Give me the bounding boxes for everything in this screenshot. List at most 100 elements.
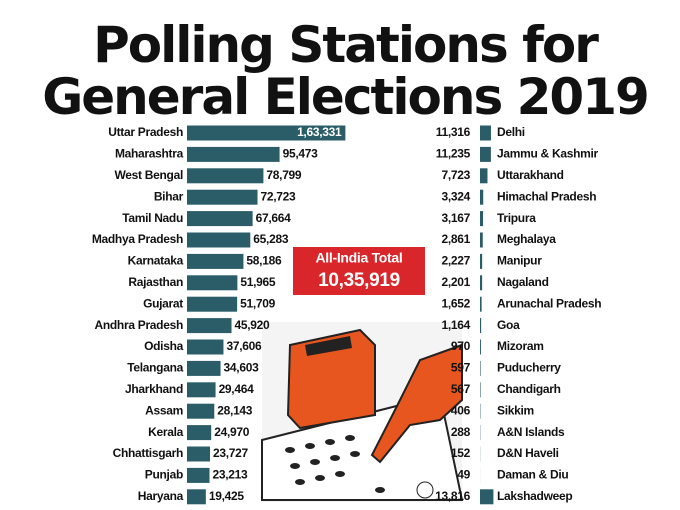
bar	[187, 489, 206, 505]
category-label: Goa	[497, 318, 520, 332]
value-label: 970	[451, 339, 471, 353]
value-label: 567	[451, 382, 471, 396]
category-label: Sikkim	[497, 403, 534, 417]
bar	[187, 296, 238, 312]
category-label: Tripura	[497, 211, 536, 225]
value-label: 29,464	[219, 382, 255, 396]
bar	[480, 125, 491, 141]
total-value: 10,35,919	[318, 270, 400, 291]
bar	[187, 253, 244, 269]
value-label: 28,143	[217, 403, 253, 417]
category-label: Jammu & Kashmir	[497, 147, 598, 161]
category-label: Karnataka	[128, 254, 184, 268]
bar	[480, 489, 494, 505]
bar	[480, 275, 483, 291]
value-label: 51,965	[240, 275, 276, 289]
bar	[187, 382, 216, 398]
category-label: Haryana	[138, 489, 184, 503]
category-label: Uttarakhand	[497, 168, 564, 182]
value-label: 45,920	[235, 318, 271, 332]
bar	[187, 275, 238, 291]
value-label: 23,727	[213, 446, 249, 460]
category-label: Nagaland	[497, 275, 549, 289]
value-label: 1,164	[441, 318, 470, 332]
value-label: 406	[451, 403, 471, 417]
category-label: Gujarat	[143, 296, 183, 310]
check-icon	[416, 481, 434, 499]
bar	[480, 296, 482, 312]
value-label: 1,63,331	[297, 125, 342, 139]
bar	[187, 339, 224, 355]
bar	[187, 360, 221, 376]
evm-illustration	[261, 322, 464, 502]
value-label: 7,723	[441, 168, 470, 182]
category-label: Tamil Nadu	[122, 211, 183, 225]
category-label: Telangana	[127, 361, 183, 375]
bar	[187, 125, 346, 141]
category-label: Manipur	[497, 254, 542, 268]
value-label: 23,213	[213, 468, 249, 482]
category-label: Maharashtra	[115, 147, 184, 161]
value-label: 2,227	[441, 254, 470, 268]
category-label: Chandigarh	[497, 382, 561, 396]
category-label: Rajasthan	[128, 275, 183, 289]
bar	[187, 232, 251, 248]
value-label: 95,473	[283, 147, 319, 161]
category-label: Arunachal Pradesh	[497, 296, 601, 310]
category-label: Andhra Pradesh	[95, 318, 184, 332]
category-label: Punjab	[145, 468, 183, 482]
bar	[480, 232, 483, 248]
value-label: 152	[451, 446, 471, 460]
value-label: 13,816	[435, 489, 471, 503]
value-label: 72,723	[261, 189, 297, 203]
value-label: 24,970	[214, 425, 250, 439]
category-label: Uttar Pradesh	[108, 125, 183, 139]
value-label: 2,861	[441, 232, 470, 246]
bar	[187, 403, 215, 419]
category-label: Kerala	[148, 425, 184, 439]
bar	[187, 168, 264, 184]
category-label: Lakshadweep	[497, 489, 572, 503]
value-label: 78,799	[266, 168, 302, 182]
value-label: 11,316	[436, 125, 471, 139]
category-label: Odisha	[144, 339, 184, 353]
ballot-slot	[305, 336, 352, 356]
evm-buttons	[285, 435, 385, 493]
bar	[187, 189, 258, 205]
category-label: Madhya Pradesh	[92, 232, 183, 246]
bar	[480, 318, 482, 334]
bar	[187, 146, 280, 162]
value-label: 19,425	[209, 489, 245, 503]
bar	[187, 211, 253, 227]
category-label: D&N Haveli	[497, 446, 559, 460]
bar	[187, 318, 232, 334]
category-label: Daman & Diu	[497, 468, 568, 482]
chart-title: Polling Stations for	[93, 16, 599, 74]
category-label: Delhi	[497, 125, 525, 139]
bar	[187, 467, 210, 483]
value-label: 2,201	[441, 275, 470, 289]
value-label: 34,603	[224, 361, 260, 375]
value-label: 51,709	[240, 296, 276, 310]
category-label: Puducherry	[497, 361, 561, 375]
value-label: 288	[451, 425, 471, 439]
total-box	[293, 247, 425, 295]
total-label: All-India Total	[315, 250, 402, 266]
value-label: 67,664	[256, 211, 292, 225]
category-label: Mizoram	[497, 339, 544, 353]
category-label: Meghalaya	[497, 232, 556, 246]
category-label: Bihar	[154, 189, 184, 203]
bar	[187, 446, 211, 462]
category-label: Himachal Pradesh	[497, 189, 596, 203]
value-label: 37,606	[226, 339, 262, 353]
value-label: 11,235	[436, 147, 471, 161]
value-label: 1,652	[441, 296, 470, 310]
category-label: Assam	[145, 403, 183, 417]
voter-hand	[370, 343, 463, 464]
category-label: A&N Islands	[497, 425, 565, 439]
category-label: Jharkhand	[125, 382, 183, 396]
value-label: 3,324	[441, 189, 470, 203]
category-label: West Bengal	[115, 168, 184, 182]
bar	[480, 146, 491, 162]
